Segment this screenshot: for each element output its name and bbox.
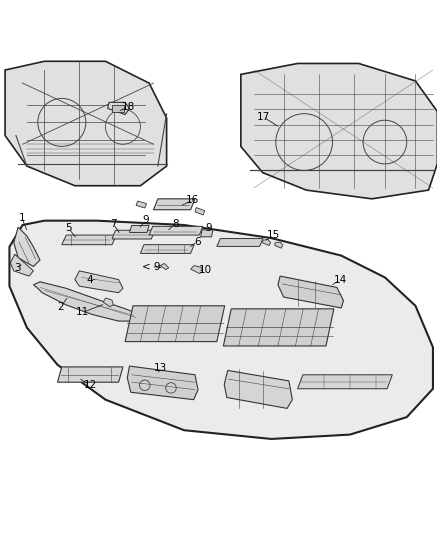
- Text: 7: 7: [110, 219, 117, 229]
- Polygon shape: [11, 254, 33, 276]
- Polygon shape: [201, 230, 213, 237]
- Polygon shape: [130, 225, 149, 232]
- Polygon shape: [10, 221, 433, 439]
- Text: 1: 1: [18, 213, 25, 223]
- Polygon shape: [112, 230, 155, 239]
- Polygon shape: [127, 366, 198, 400]
- Polygon shape: [223, 309, 334, 346]
- Text: 16: 16: [186, 195, 199, 205]
- Polygon shape: [241, 63, 437, 199]
- Polygon shape: [217, 239, 263, 246]
- Text: 15: 15: [267, 230, 280, 240]
- Text: < 9: < 9: [142, 262, 161, 271]
- Text: 18: 18: [122, 102, 135, 112]
- Text: 12: 12: [84, 380, 97, 390]
- Polygon shape: [62, 235, 117, 245]
- Polygon shape: [33, 282, 141, 321]
- Polygon shape: [191, 265, 202, 273]
- Polygon shape: [149, 227, 203, 235]
- Text: 2: 2: [58, 302, 64, 312]
- Polygon shape: [125, 306, 225, 342]
- Polygon shape: [153, 199, 195, 210]
- Polygon shape: [297, 375, 392, 389]
- Text: 11: 11: [76, 308, 89, 317]
- Text: 8: 8: [172, 219, 179, 229]
- Polygon shape: [160, 263, 169, 270]
- Text: 5: 5: [65, 223, 72, 233]
- Text: 17: 17: [257, 112, 270, 122]
- Polygon shape: [57, 367, 123, 382]
- Text: 14: 14: [334, 274, 347, 285]
- Text: 9: 9: [143, 215, 149, 225]
- Polygon shape: [224, 370, 292, 408]
- Text: 4: 4: [87, 274, 93, 285]
- Polygon shape: [278, 276, 343, 308]
- Bar: [112, 104, 124, 112]
- Text: 3: 3: [14, 263, 21, 273]
- Text: 13: 13: [153, 363, 167, 373]
- Polygon shape: [108, 102, 130, 115]
- Polygon shape: [5, 61, 166, 185]
- Polygon shape: [275, 242, 283, 248]
- Text: 6: 6: [194, 237, 201, 247]
- Text: 10: 10: [198, 264, 212, 274]
- Polygon shape: [75, 271, 123, 293]
- Polygon shape: [195, 207, 205, 215]
- Text: 9: 9: [205, 223, 212, 233]
- Polygon shape: [263, 239, 271, 246]
- Polygon shape: [14, 227, 40, 266]
- Polygon shape: [141, 245, 194, 253]
- Polygon shape: [136, 201, 147, 208]
- Polygon shape: [103, 298, 113, 306]
